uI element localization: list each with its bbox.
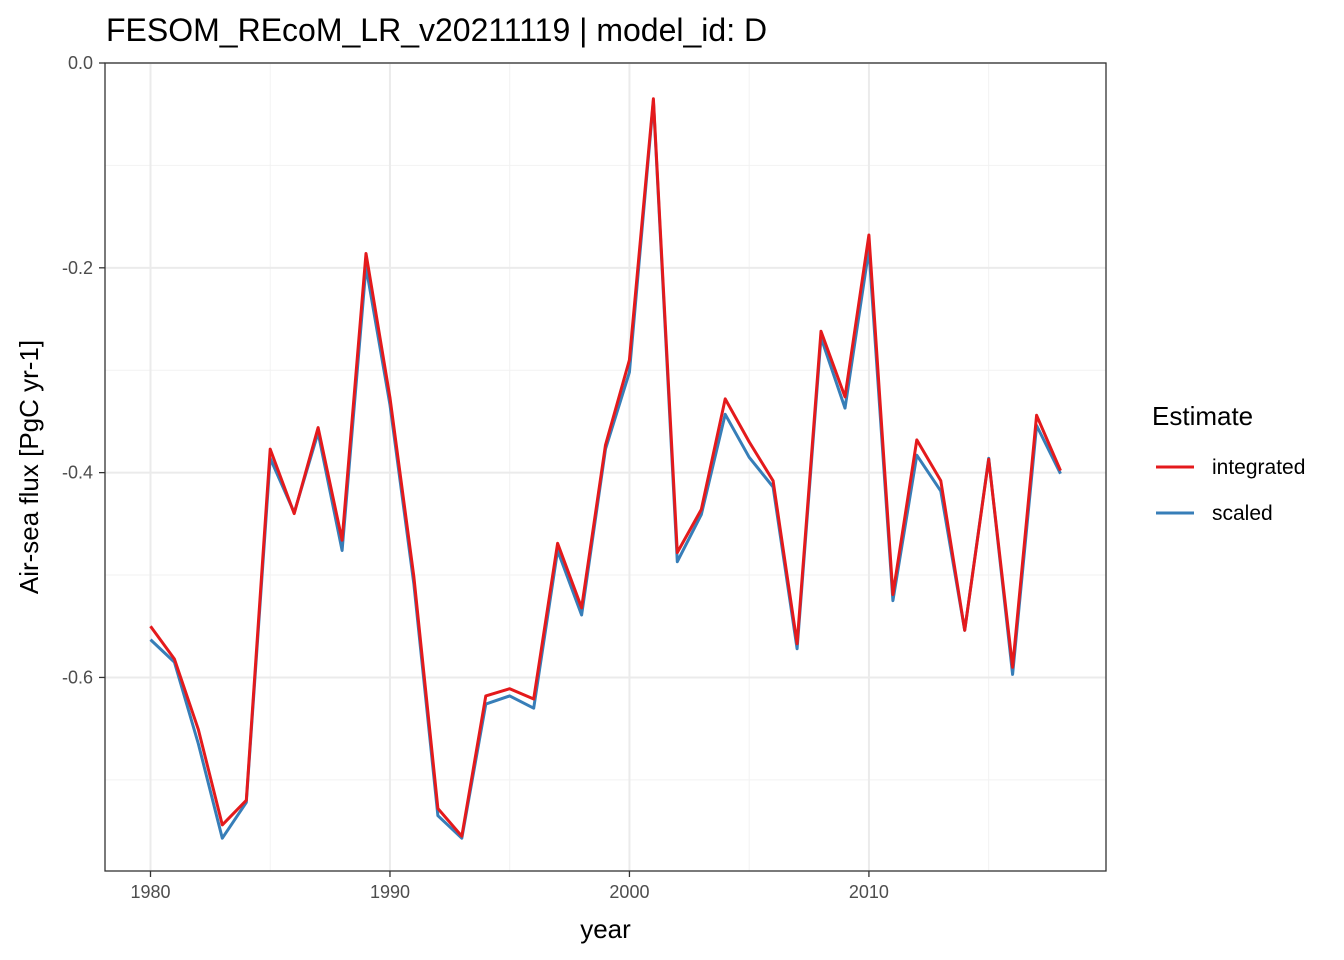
legend-title: Estimate — [1152, 401, 1253, 431]
x-tick-label: 1990 — [370, 882, 410, 902]
legend: Estimate integrated scaled — [1152, 401, 1305, 525]
plot-panel — [105, 63, 1106, 871]
x-axis-title: year — [580, 914, 631, 944]
series-layer — [149, 97, 1062, 840]
legend-label-scaled: scaled — [1212, 502, 1273, 525]
series-line-integrated — [149, 97, 1062, 838]
y-tick-label: -0.4 — [62, 463, 93, 483]
y-tick-label: 0.0 — [68, 53, 93, 73]
chart-title: FESOM_REcoM_LR_v20211119 | model_id: D — [106, 12, 767, 48]
y-tick-label: -0.2 — [62, 258, 93, 278]
y-tick-label: -0.6 — [62, 667, 93, 687]
grid-minor — [105, 63, 1106, 871]
x-tick-label: 1980 — [130, 882, 170, 902]
legend-label-integrated: integrated — [1212, 456, 1305, 479]
y-axis: 0.0 -0.2 -0.4 -0.6 — [62, 53, 105, 687]
x-tick-label: 2000 — [609, 882, 649, 902]
y-axis-title: Air-sea flux [PgC yr-1] — [14, 340, 44, 594]
legend-items: integrated scaled — [1156, 456, 1305, 525]
x-tick-label: 2010 — [849, 882, 889, 902]
plot-border — [104, 62, 1107, 872]
x-axis: 1980 1990 2000 2010 — [130, 871, 889, 902]
